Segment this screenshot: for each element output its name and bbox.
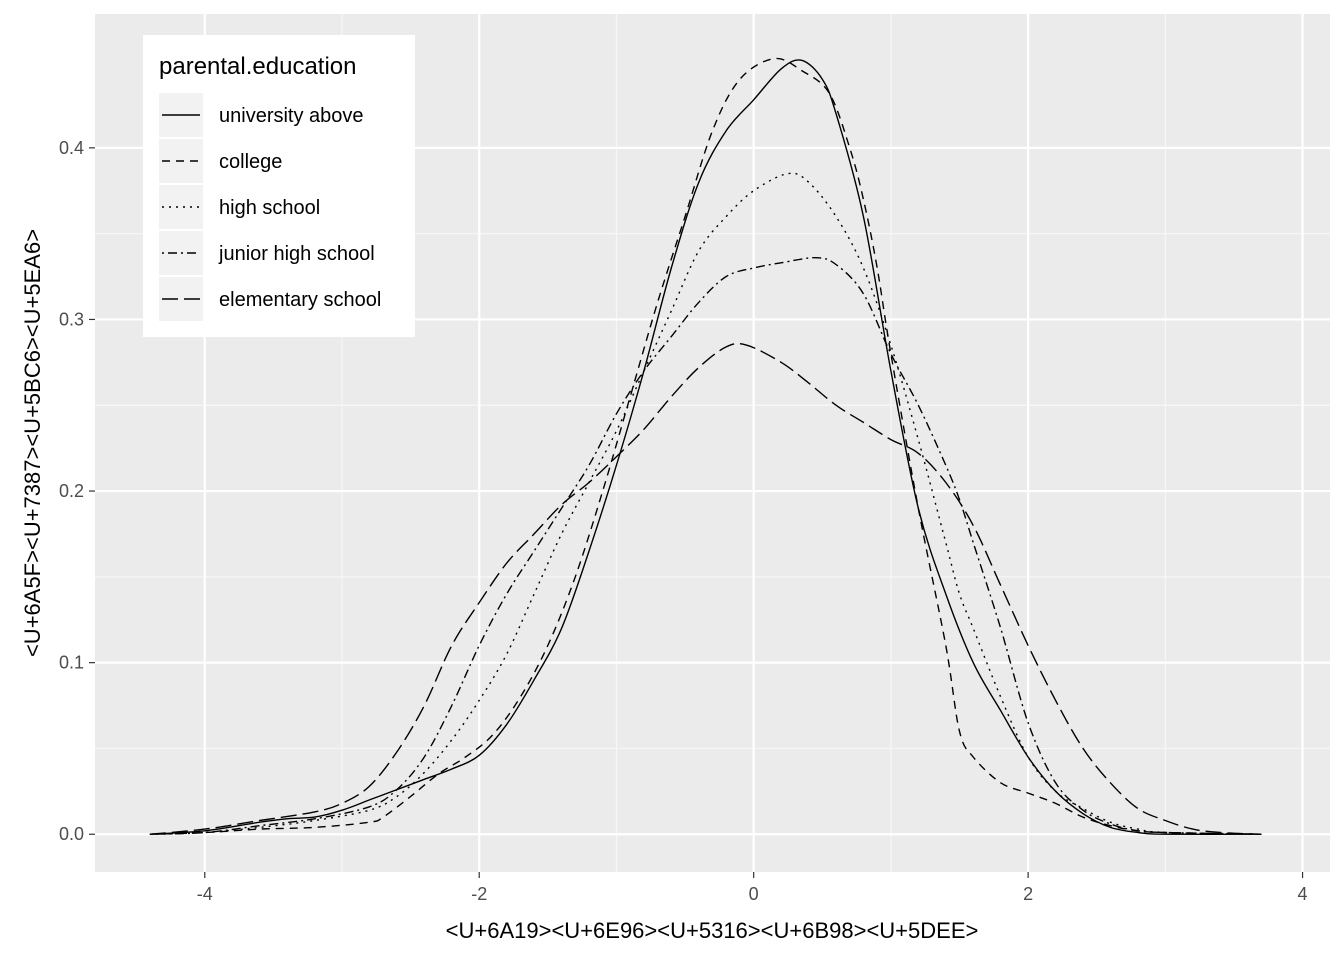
y-tick-label: 0.0 (59, 824, 84, 844)
x-tick-label: -4 (197, 884, 213, 904)
legend-key-bg (159, 185, 203, 229)
x-axis: -4 -2 0 2 4 (197, 872, 1308, 904)
legend-label-college: college (219, 151, 282, 173)
series-line-junior-high-school (149, 256, 1262, 835)
density-curves (149, 57, 1262, 836)
legend-label-junior-high-school: junior high school (218, 243, 375, 265)
y-tick-label: 0.3 (59, 309, 84, 329)
legend-label-university-above: university above (219, 105, 364, 127)
legend-label-high-school: high school (219, 197, 320, 219)
series-line-college (149, 57, 1262, 835)
y-tick-label: 0.4 (59, 138, 84, 158)
x-tick-label: 4 (1298, 884, 1308, 904)
series-line-university-above (149, 59, 1262, 836)
legend-entries: university above college high school junior… (159, 93, 381, 321)
x-tick-label: 2 (1023, 884, 1033, 904)
y-axis-title: <U+6A5F><U+7387><U+5BC6><U+5EA6> (20, 229, 45, 657)
legend: parental.education university above colle… (143, 35, 415, 337)
y-tick-label: 0.1 (59, 653, 84, 673)
legend-title: parental.education (159, 53, 356, 80)
legend-label-elementary-school: elementary school (219, 289, 381, 311)
x-axis-title: <U+6A19><U+6E96><U+5316><U+6B98><U+5DEE> (446, 918, 979, 943)
y-tick-label: 0.2 (59, 481, 84, 501)
x-tick-label: -2 (471, 884, 487, 904)
x-tick-label: 0 (749, 884, 759, 904)
y-axis: 0.0 0.1 0.2 0.3 0.4 (59, 138, 95, 844)
series-line-elementary-school (149, 342, 1262, 835)
series-line-high-school (149, 172, 1262, 835)
